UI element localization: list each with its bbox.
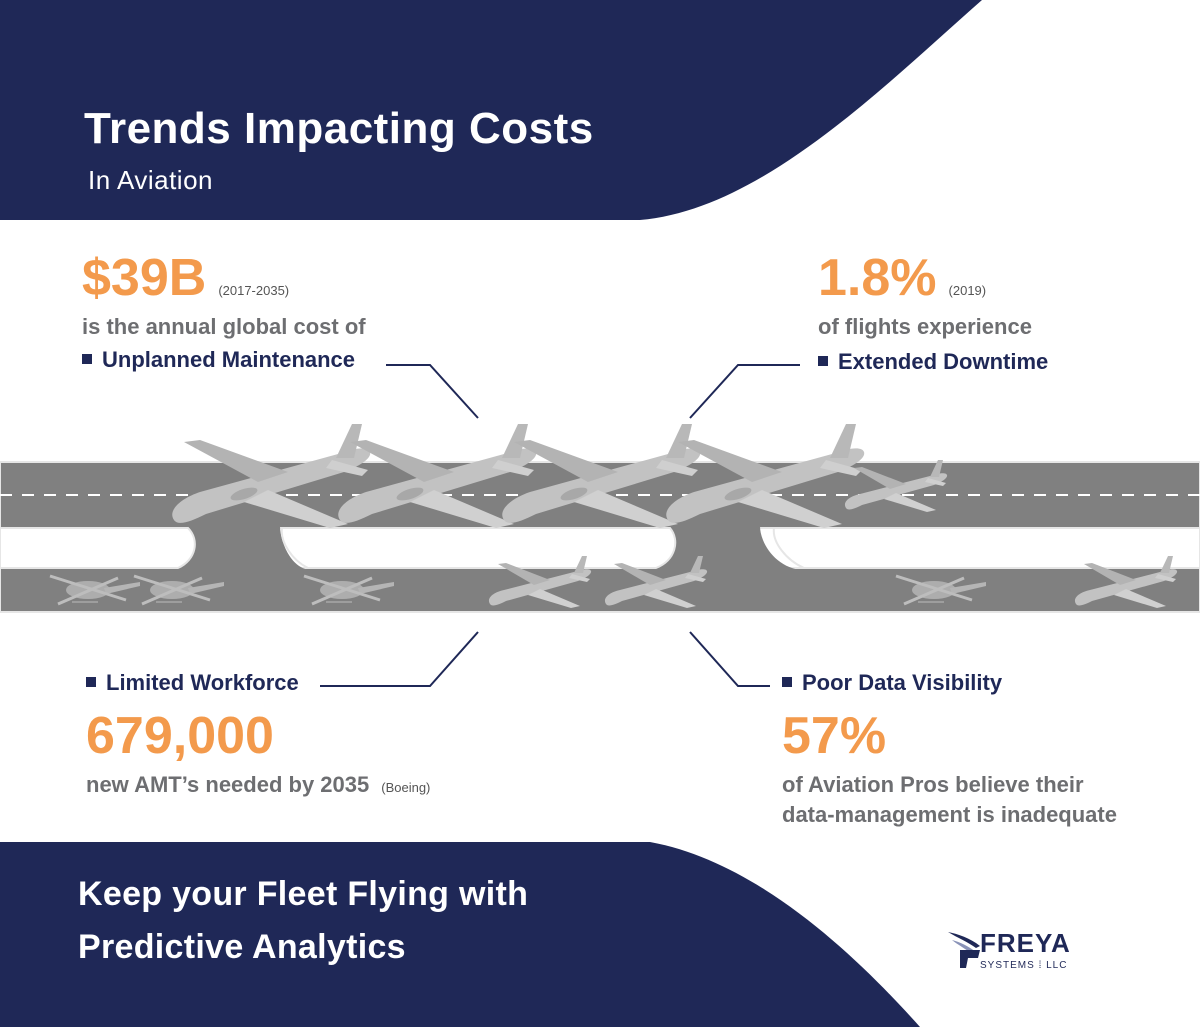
stat-description-line: data-management is inadequate xyxy=(782,801,1117,827)
call-to-action: Keep your Fleet Flying with Predictive A… xyxy=(78,868,528,973)
stat-description: of Aviation Pros believe their data-mana… xyxy=(782,770,1117,829)
page-title: Trends Impacting Costs xyxy=(84,104,594,153)
stat-label: Poor Data Visibility xyxy=(782,670,1117,696)
stat-value: $39B xyxy=(82,249,207,307)
stat-poor-data-visibility: Poor Data Visibility 57% of Aviation Pro… xyxy=(782,670,1117,829)
cta-line: Predictive Analytics xyxy=(78,927,406,966)
stat-limited-workforce: Limited Workforce 679,000 new AMT’s need… xyxy=(86,670,430,801)
stat-unplanned-maintenance: $39B (2017-2035) is the annual global cos… xyxy=(82,252,366,373)
freya-wing-icon xyxy=(948,932,980,968)
cta-line: Keep your Fleet Flying with xyxy=(78,875,529,913)
stat-years: (2017-2035) xyxy=(218,283,290,299)
stat-value: 1.8% xyxy=(818,249,937,307)
stat-description-line: of Aviation Pros believe their xyxy=(782,772,1084,797)
stat-value: 679,000 xyxy=(86,707,274,765)
freya-logo: FREYA SYSTEMS ⁞ LLC xyxy=(946,928,1106,976)
stat-description: is the annual global cost of xyxy=(82,314,366,339)
stat-years: (2019) xyxy=(948,283,987,299)
stat-label: Extended Downtime xyxy=(818,349,1048,375)
stat-label: Unplanned Maintenance xyxy=(82,347,366,373)
stat-extended-downtime: 1.8% (2019) of flights experience Extende… xyxy=(818,252,1048,375)
stat-value: 57% xyxy=(782,707,887,765)
page-subtitle: In Aviation xyxy=(88,165,214,195)
stat-source: (Boeing) xyxy=(381,780,431,796)
logo-subtext: SYSTEMS ⁞ LLC xyxy=(980,960,1068,971)
stat-description: of flights experience xyxy=(818,314,1032,339)
stat-label: Limited Workforce xyxy=(86,670,430,696)
stat-description: new AMT’s needed by 2035 xyxy=(86,772,370,797)
logo-wordmark: FREYA xyxy=(980,928,1071,958)
